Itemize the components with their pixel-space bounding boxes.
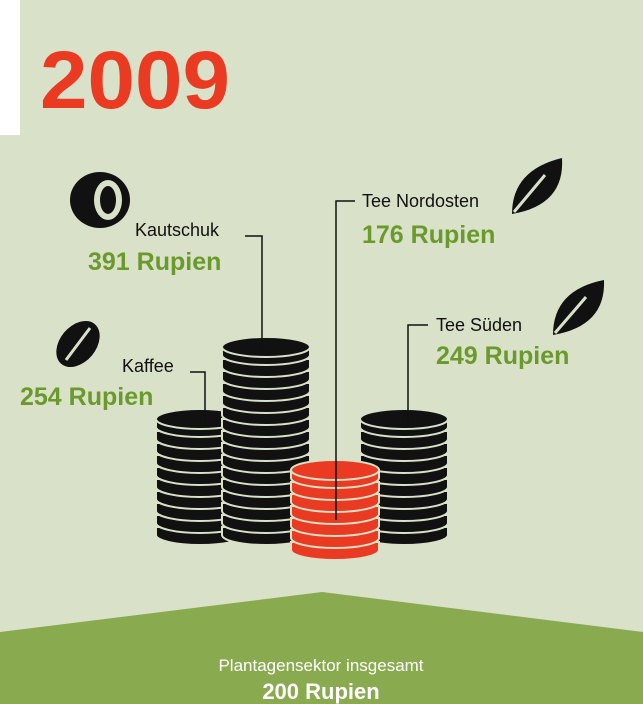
footer-amount: 200 Rupien — [262, 679, 379, 704]
coffee-bean-icon — [56, 320, 100, 368]
footer-band — [0, 592, 643, 704]
item-amount: 391 Rupien — [88, 248, 221, 276]
leaf-icon — [512, 158, 563, 214]
leader-line — [190, 371, 206, 425]
leaf-icon — [553, 280, 605, 335]
item-name: Tee Nordosten — [362, 191, 479, 211]
coin-top — [221, 336, 311, 358]
item-name: Kautschuk — [135, 220, 220, 240]
leader-line — [407, 324, 428, 425]
item-name: Kaffee — [122, 356, 174, 376]
item-amount: 254 Rupien — [20, 383, 153, 411]
coin-stack — [359, 408, 449, 546]
coin-top — [290, 459, 380, 481]
leader-line — [245, 235, 263, 352]
coin-top — [359, 408, 449, 430]
leader-line — [335, 200, 355, 520]
footer-label: Plantagensektor insgesamt — [218, 656, 423, 675]
item-amount: 176 Rupien — [362, 221, 495, 249]
item-name: Tee Süden — [436, 315, 522, 335]
item-amount: 249 Rupien — [436, 342, 569, 370]
title: 2009 — [40, 35, 230, 126]
tire-icon — [70, 172, 130, 228]
coin-stacks — [155, 336, 449, 561]
coin-stack — [290, 459, 380, 561]
notch — [0, 0, 20, 135]
